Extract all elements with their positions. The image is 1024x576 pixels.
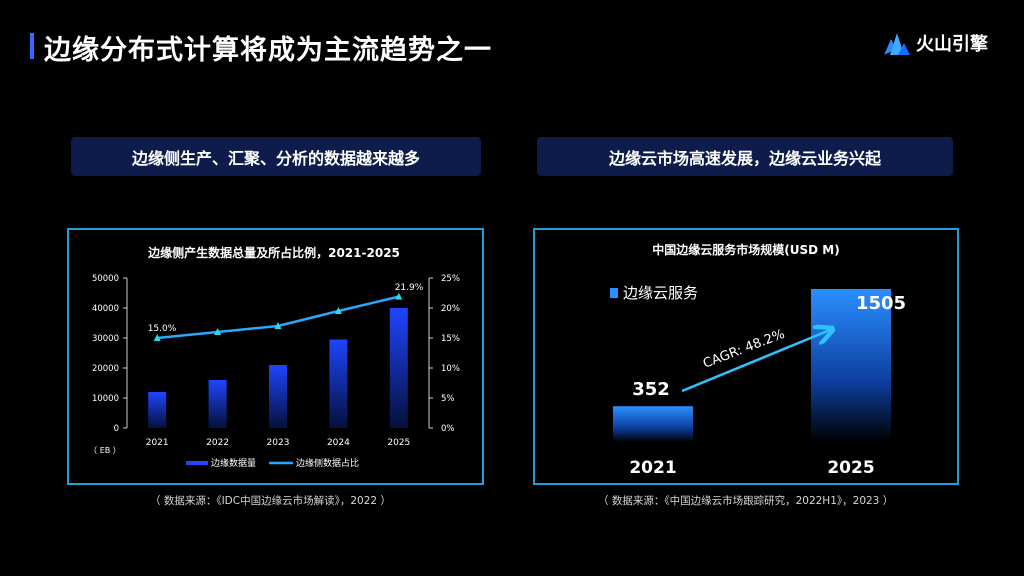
x-tick-label: 2025	[387, 438, 410, 448]
right-tick-label: 15%	[441, 334, 460, 344]
right-tick-label: 10%	[441, 364, 460, 374]
volume-bar	[389, 308, 408, 428]
right-tick-label: 25%	[441, 274, 460, 284]
volcano-logo-icon	[884, 33, 910, 55]
logo-text: 火山引擎	[916, 34, 988, 55]
point-label-first: 15.0%	[148, 324, 177, 334]
point-label-last: 21.9%	[395, 283, 424, 293]
growth-arrow	[681, 330, 830, 393]
share-marker	[153, 334, 161, 341]
data-volume-chart: 边缘侧产生数据总量及所占比例，2021-2025 0 10000 20000 3000…	[89, 245, 460, 469]
left-chart-panel: 边缘侧产生数据总量及所占比例，2021-2025 0 10000 20000 3000…	[67, 228, 484, 485]
market-bar	[613, 406, 693, 442]
bar-value-label: 352	[632, 379, 670, 400]
legend-bar-label: 边缘数据量	[211, 457, 256, 469]
x-tick-label: 2025	[827, 458, 874, 478]
share-series-line	[157, 295, 400, 340]
chart-title: 边缘侧产生数据总量及所占比例，2021-2025	[147, 245, 400, 260]
volume-bar	[148, 392, 167, 428]
right-tick-label: 0%	[441, 424, 455, 434]
legend-line-label: 边缘侧数据占比	[296, 457, 359, 469]
left-tick-label: 0	[114, 424, 119, 434]
share-marker	[395, 292, 403, 300]
market-size-chart: 中国边缘云服务市场规模(USD M) 边缘云服务 352 2021 1505 2025…	[610, 242, 906, 478]
market-bar	[811, 289, 891, 442]
x-tick-label: 2024	[327, 438, 350, 448]
legend-label: 边缘云服务	[623, 284, 698, 302]
brand-logo: 火山引擎	[884, 30, 988, 56]
x-tick-label: 2023	[267, 438, 290, 448]
left-tick-label: 40000	[92, 304, 119, 314]
bar-value-label: 1505	[856, 293, 906, 314]
left-tick-label: 50000	[92, 274, 119, 284]
chart-title: 中国边缘云服务市场规模(USD M)	[652, 242, 839, 257]
right-tick-label: 5%	[441, 394, 455, 404]
right-tick-label: 20%	[441, 304, 460, 314]
left-source-note: （ 数据来源：《IDC中国边缘云市场解读》，2022 ）	[150, 495, 391, 507]
left-banner: 边缘侧生产、汇聚、分析的数据越来越多	[71, 137, 481, 176]
page-title: 边缘分布式计算将成为主流趋势之一	[44, 35, 492, 66]
unit-label: （ EB ）	[89, 446, 121, 455]
left-tick-label: 20000	[92, 364, 119, 374]
volume-bar	[329, 339, 348, 428]
share-marker	[334, 307, 342, 314]
share-marker	[214, 328, 222, 335]
legend: 边缘数据量 边缘侧数据占比	[186, 457, 359, 469]
x-tick-label: 2021	[146, 438, 169, 448]
legend-swatch	[610, 288, 618, 298]
left-tick-label: 30000	[92, 334, 119, 344]
legend-bar-swatch	[186, 461, 208, 465]
x-tick-label: 2021	[629, 458, 676, 478]
right-source-note: （ 数据来源：《中国边缘云市场跟踪研究，2022H1》，2023 ）	[598, 495, 894, 507]
right-banner: 边缘云市场高速发展，边缘云业务兴起	[537, 137, 953, 176]
share-marker	[274, 322, 282, 329]
volume-bar	[269, 365, 287, 428]
title-accent-bar	[30, 33, 34, 59]
left-tick-label: 10000	[92, 394, 119, 404]
x-tick-label: 2022	[206, 438, 229, 448]
volume-bar	[208, 380, 227, 428]
right-chart-panel: 中国边缘云服务市场规模(USD M) 边缘云服务 352 2021 1505 2025…	[533, 228, 959, 485]
